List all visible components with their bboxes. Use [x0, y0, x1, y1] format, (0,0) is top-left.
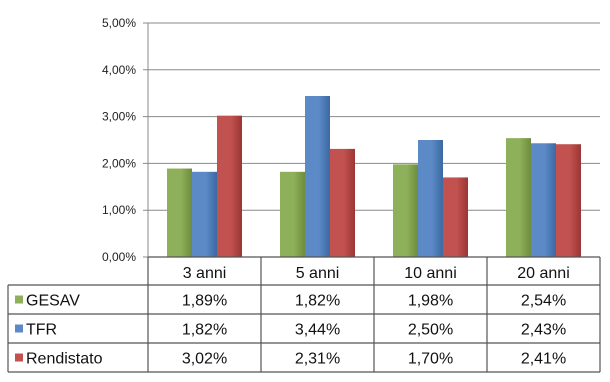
bars — [167, 96, 581, 258]
legend-key-tfr — [15, 324, 23, 333]
bar-gesav-3 — [393, 164, 418, 257]
bar-tfr-1 — [192, 171, 217, 257]
y-tick-label: 2,00% — [102, 156, 136, 170]
bar-tfr-2 — [305, 96, 330, 258]
y-tick-label: 3,00% — [102, 110, 136, 124]
bar-rendistato-2 — [330, 148, 355, 257]
legend-label-rendistato: Rendistato — [26, 351, 103, 368]
legend-label-tfr: TFR — [26, 322, 57, 339]
y-tick-label: 5,00% — [102, 16, 136, 30]
y-tick-label: 4,00% — [102, 63, 136, 77]
data-label-rendistato-2: 2,31% — [295, 351, 340, 368]
bar-rendistato-3 — [443, 177, 468, 257]
data-label-rendistato-3: 1,70% — [408, 351, 453, 368]
bar-rendistato-1 — [217, 115, 242, 257]
y-axis-tick-labels: 0,00% 1,00% 2,00% 3,00% 4,00% 5,00% — [102, 16, 136, 264]
bar-tfr-4 — [531, 143, 556, 257]
data-label-gesav-4: 2,54% — [521, 293, 566, 310]
data-label-rendistato-1: 3,02% — [182, 351, 227, 368]
data-label-gesav-3: 1,98% — [408, 293, 453, 310]
data-label-gesav-1: 1,89% — [182, 293, 227, 310]
legend-label-gesav: GESAV — [26, 293, 80, 310]
y-tick-label: 1,00% — [102, 203, 136, 217]
data-label-tfr-1: 1,82% — [182, 322, 227, 339]
legend-key-gesav — [15, 295, 23, 304]
data-label-rendistato-4: 2,41% — [521, 351, 566, 368]
category-label: 3 anni — [183, 265, 227, 282]
category-label: 10 anni — [404, 265, 457, 282]
data-table: 3 anni 5 anni 10 anni 20 anni GESAV 1,89% 1,82… — [7, 256, 601, 373]
data-label-tfr-4: 2,43% — [521, 322, 566, 339]
bar-tfr-3 — [418, 140, 443, 257]
legend-key-rendistato — [15, 353, 23, 362]
bar-gesav-1 — [167, 168, 192, 257]
bar-gesav-4 — [506, 138, 531, 257]
category-label: 20 anni — [517, 265, 570, 282]
bar-rendistato-4 — [556, 144, 581, 257]
category-label: 5 anni — [296, 265, 340, 282]
data-label-tfr-2: 3,44% — [295, 322, 340, 339]
bar-gesav-2 — [280, 171, 305, 257]
data-label-tfr-3: 2,50% — [408, 322, 453, 339]
data-label-gesav-2: 1,82% — [295, 293, 340, 310]
y-tick-label: 0,00% — [102, 250, 136, 264]
